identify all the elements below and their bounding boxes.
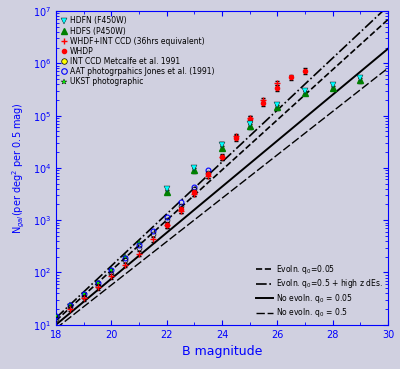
X-axis label: B magnitude: B magnitude (182, 345, 262, 358)
Y-axis label: N$_{gal}$(per deg$^2$ per 0.5 mag): N$_{gal}$(per deg$^2$ per 0.5 mag) (11, 102, 27, 234)
Legend: Evoln. q$_0$=0.05, Evoln. q$_0$=0.5 + high z dEs., No evoln. q$_0$ = 0.05, No ev: Evoln. q$_0$=0.05, Evoln. q$_0$=0.5 + hi… (254, 261, 384, 321)
